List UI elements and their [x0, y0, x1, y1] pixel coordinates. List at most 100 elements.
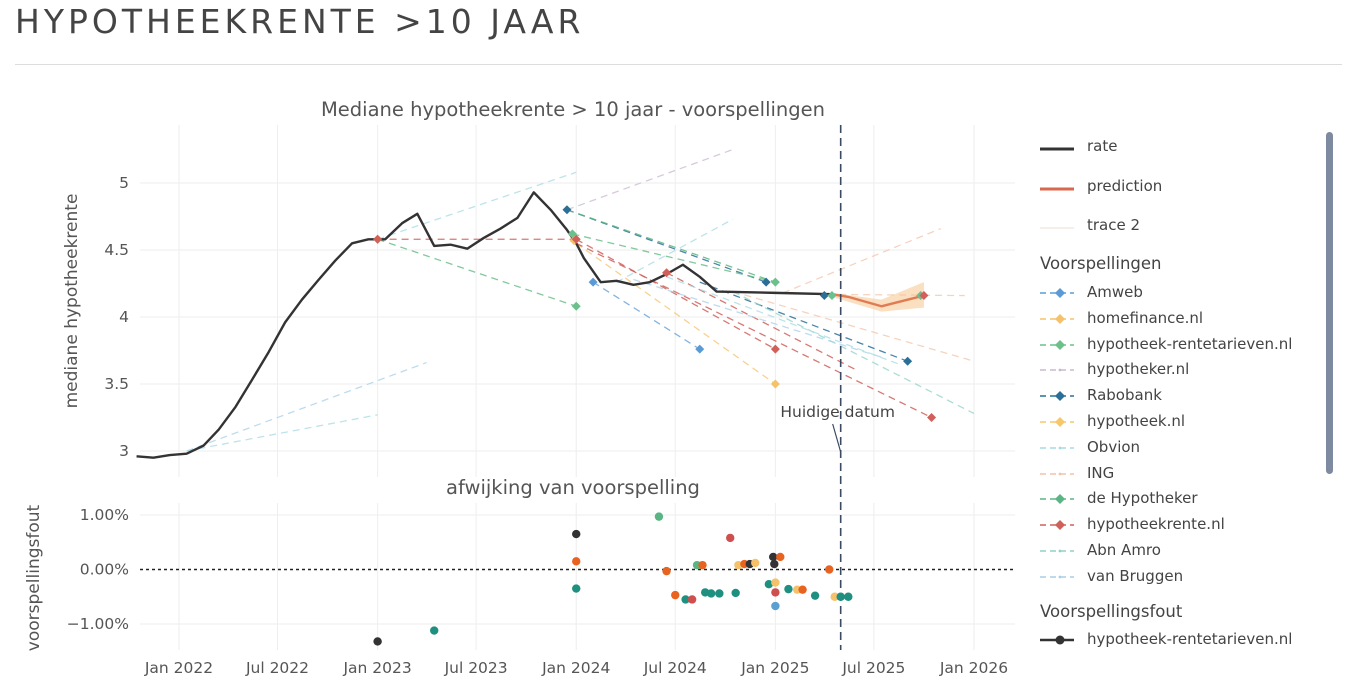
forecast-line — [186, 414, 378, 452]
error-point — [830, 592, 839, 601]
legend-item[interactable]: Rabobank — [1032, 384, 1162, 406]
legend-swatch — [1040, 446, 1074, 450]
legend-swatch — [1040, 368, 1074, 372]
legend-label: homefinance.nl — [1087, 308, 1204, 327]
legend-item[interactable]: hypotheek.nl — [1032, 410, 1185, 432]
x-tick-label: Jul 2022 — [245, 659, 309, 677]
forecast-marker — [770, 277, 780, 287]
legend-swatch-marker — [1055, 520, 1065, 531]
forecast-line — [575, 238, 776, 350]
error-point — [770, 559, 779, 569]
x-tick-label: Jul 2023 — [444, 659, 508, 677]
x-tick-label: Jan 2022 — [144, 659, 213, 677]
current-date-arrow — [832, 423, 842, 453]
forecast-chart: Mediane hypotheekrente > 10 jaar - voors… — [24, 98, 1015, 677]
legend-item[interactable]: trace 2 — [1032, 214, 1140, 236]
legend-swatch — [1040, 187, 1074, 190]
error-chart-title: afwijking van voorspelling — [446, 476, 700, 499]
legend-swatch — [1040, 575, 1074, 579]
legend-swatch — [1040, 417, 1074, 427]
error-point — [726, 533, 735, 543]
legend-swatch-marker — [1058, 446, 1062, 450]
forecast-marker — [819, 291, 829, 301]
legend-swatch-marker — [1055, 339, 1065, 350]
error-point — [430, 626, 439, 635]
legend-label: rate — [1087, 137, 1118, 155]
y-tick-label: 1.00% — [80, 506, 129, 524]
forecast-marker — [695, 344, 705, 354]
error-point — [771, 588, 780, 597]
legend-swatch-marker — [1058, 549, 1062, 553]
forecast-marker — [919, 291, 929, 301]
error-point — [764, 580, 774, 589]
legend-label: de Hypotheker — [1087, 489, 1198, 508]
legend-item[interactable]: hypotheek-rentetarieven.nl — [1032, 628, 1292, 650]
forecast-line — [566, 148, 734, 211]
legend: rate prediction trace 2 Voorspellingen Amweb… — [1032, 132, 1328, 662]
forecast-line — [666, 276, 899, 365]
y-tick-label: 3 — [119, 442, 129, 460]
error-point — [769, 552, 778, 562]
error-chart-grid — [140, 503, 1015, 650]
legend-swatch — [1040, 520, 1074, 531]
legend-label: trace 2 — [1087, 216, 1141, 234]
legend-item[interactable]: rate — [1032, 135, 1117, 157]
forecast-marker — [770, 344, 780, 354]
forecast-marker — [571, 301, 581, 311]
error-point — [771, 578, 780, 587]
legend-item[interactable]: prediction — [1032, 175, 1162, 197]
forecast-marker — [662, 268, 672, 278]
legend-item[interactable]: hypotheekrente.nl — [1032, 513, 1225, 535]
legend-swatch — [1040, 549, 1074, 553]
x-tick-label: Jan 2026 — [939, 659, 1008, 677]
error-point — [572, 584, 581, 593]
error-point — [836, 592, 845, 601]
legend-label: hypotheker.nl — [1087, 360, 1190, 379]
legend-item[interactable]: ING — [1032, 462, 1114, 484]
error-point — [373, 637, 382, 646]
forecast-line — [575, 242, 776, 385]
forecast-line — [732, 290, 975, 362]
y-tick-label: −1.00% — [67, 615, 129, 633]
legend-swatch — [1040, 472, 1074, 475]
y-tick-label: 0.00% — [80, 561, 129, 579]
forecast-line — [732, 290, 975, 415]
legend-scrollbar[interactable] — [1326, 132, 1333, 474]
legend-item[interactable]: de Hypotheker — [1032, 487, 1198, 509]
legend-item[interactable]: hypotheek-rentetarieven.nl — [1032, 333, 1292, 355]
forecast-line — [566, 209, 776, 283]
error-point — [572, 529, 581, 539]
legend-item[interactable]: Obvion — [1032, 436, 1140, 458]
error-point — [844, 592, 853, 601]
legend-swatch — [1040, 288, 1074, 298]
error-point — [687, 595, 697, 604]
axis-ticks: Jan 2022 Jul 2022 Jan 2023 Jul 2023 Jan 2024… — [67, 174, 1008, 677]
legend-swatch — [1040, 147, 1074, 151]
legend-label: Amweb — [1087, 283, 1143, 301]
legend-item[interactable]: van Bruggen — [1032, 565, 1183, 587]
forecast-markers — [373, 205, 937, 422]
legend-label: prediction — [1087, 176, 1163, 195]
error-point — [681, 595, 690, 604]
error-point — [715, 589, 724, 598]
legend-swatch-marker — [1055, 288, 1065, 298]
forecast-line — [592, 281, 701, 350]
legend-item[interactable]: Abn Amro — [1032, 539, 1161, 561]
y-tick-label: 5 — [119, 174, 129, 192]
forecast-line — [616, 218, 734, 283]
legend-swatch — [1040, 313, 1074, 324]
error-point — [662, 566, 671, 576]
current-date-label: Huidige datum — [780, 403, 895, 421]
error-point — [706, 589, 716, 598]
forecast-line — [377, 238, 577, 307]
error-point — [825, 565, 834, 574]
legend-swatch — [1040, 391, 1074, 402]
error-point — [731, 588, 740, 598]
legend-item[interactable]: Amweb — [1032, 281, 1143, 303]
legend-group-title: Voorspellingen — [1040, 254, 1162, 273]
legend-item[interactable]: hypotheker.nl — [1032, 358, 1189, 380]
main-chart-title: Mediane hypotheekrente > 10 jaar - voors… — [321, 98, 825, 121]
legend-label: Abn Amro — [1087, 541, 1161, 559]
legend-swatch-marker — [1055, 494, 1065, 505]
legend-item[interactable]: homefinance.nl — [1032, 307, 1203, 329]
